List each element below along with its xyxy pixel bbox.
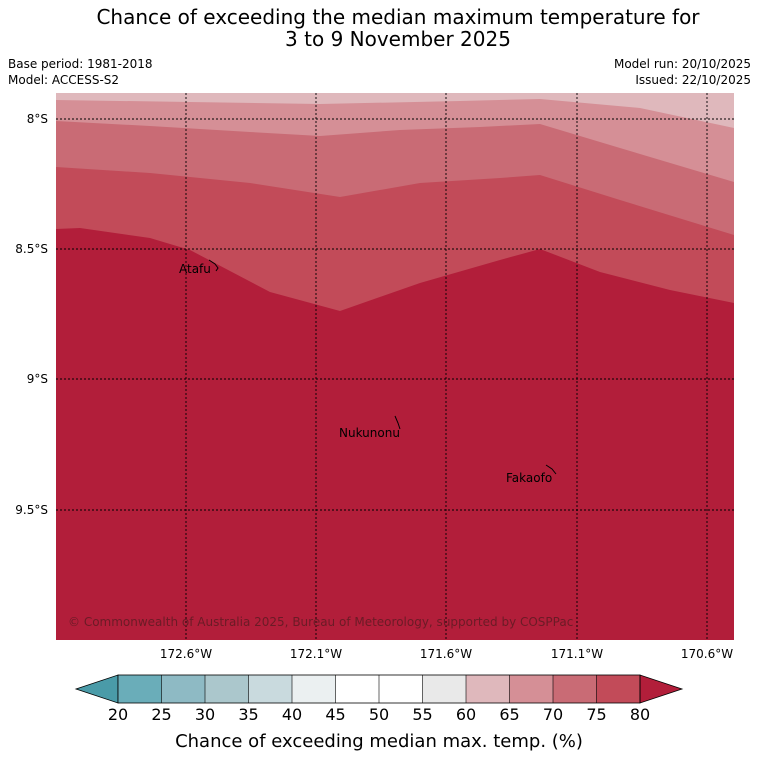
lon-label-170-6: 170.6°W bbox=[681, 647, 733, 661]
place-nukunonu: Nukunonu bbox=[339, 426, 400, 440]
nukunonu-outline bbox=[394, 415, 401, 430]
colorbar-high-extension bbox=[639, 674, 684, 704]
colorbar-bin-20-25 bbox=[118, 675, 162, 703]
band-80-plus bbox=[56, 228, 734, 640]
colorbar-bin-55-60 bbox=[422, 675, 466, 703]
cb-tick-70: 70 bbox=[543, 705, 563, 724]
lat-label-9-5: 9.5°S bbox=[15, 503, 48, 517]
lon-label-171-6: 171.6°W bbox=[420, 647, 472, 661]
cb-tick-55: 55 bbox=[412, 705, 432, 724]
colorbar-bin-35-40 bbox=[248, 675, 292, 703]
cb-tick-50: 50 bbox=[369, 705, 389, 724]
lon-label-172-6: 172.6°W bbox=[160, 647, 212, 661]
copyright-notice: © Commonwealth of Australia 2025, Bureau… bbox=[68, 615, 573, 629]
probability-bands[interactable] bbox=[56, 93, 734, 640]
colorbar-ticks: 20 25 30 35 40 45 50 55 60 65 70 75 80 bbox=[108, 705, 650, 724]
colorbar-bin-25-30 bbox=[161, 675, 205, 703]
cb-tick-40: 40 bbox=[282, 705, 302, 724]
cb-tick-80: 80 bbox=[630, 705, 650, 724]
cb-tick-45: 45 bbox=[325, 705, 345, 724]
colorbar-bin-40-45 bbox=[292, 675, 336, 703]
cb-tick-75: 75 bbox=[586, 705, 606, 724]
atoll-outlines bbox=[208, 259, 557, 475]
cb-tick-60: 60 bbox=[456, 705, 476, 724]
graticule bbox=[56, 93, 734, 640]
lat-label-8: 8°S bbox=[27, 112, 48, 126]
meta-left: Base period: 1981-2018 Model: ACCESS-S2 bbox=[8, 56, 153, 88]
meta-right: Model run: 20/10/2025 Issued: 22/10/2025 bbox=[614, 56, 751, 88]
colorbar-bin-65-70 bbox=[509, 675, 553, 703]
colorbar-bin-70-75 bbox=[553, 675, 597, 703]
model-name: Model: ACCESS-S2 bbox=[8, 73, 120, 87]
lon-label-172-1: 172.1°W bbox=[290, 647, 342, 661]
cb-tick-20: 20 bbox=[108, 705, 128, 724]
latitude-labels: 8°S 8.5°S 9°S 9.5°S bbox=[15, 112, 48, 517]
place-labels: Atafu Nukunonu Fakaofo bbox=[179, 262, 552, 485]
model-run: Model run: 20/10/2025 bbox=[613, 57, 751, 71]
colorbar-bin-45-50 bbox=[335, 675, 379, 703]
cb-tick-65: 65 bbox=[499, 705, 519, 724]
base-period: Base period: 1981-2018 bbox=[8, 57, 153, 71]
cb-tick-25: 25 bbox=[151, 705, 171, 724]
atafu-outline bbox=[208, 259, 219, 272]
longitude-labels: 172.6°W 172.1°W 171.6°W 171.1°W 170.6°W bbox=[160, 647, 733, 661]
lat-label-8-5: 8.5°S bbox=[15, 242, 48, 256]
colorbar: 20 25 30 35 40 45 50 55 60 65 70 75 80 C… bbox=[74, 674, 684, 752]
place-atafu: Atafu bbox=[179, 262, 211, 276]
title-line-1: Chance of exceeding the median maximum t… bbox=[96, 5, 700, 29]
map-title: Chance of exceeding the median maximum t… bbox=[0, 6, 758, 50]
colorbar-label: Chance of exceeding median max. temp. (%… bbox=[175, 731, 583, 752]
cb-tick-35: 35 bbox=[238, 705, 258, 724]
issued-date: Issued: 22/10/2025 bbox=[635, 73, 751, 87]
place-fakaofo: Fakaofo bbox=[506, 471, 552, 485]
fakaofo-outline bbox=[545, 464, 557, 475]
lat-label-9: 9°S bbox=[27, 372, 48, 386]
lon-label-171-1: 171.1°W bbox=[551, 647, 603, 661]
colorbar-bin-30-35 bbox=[205, 675, 249, 703]
colorbar-low-extension bbox=[74, 674, 119, 704]
colorbar-bin-75-80 bbox=[596, 675, 640, 703]
colorbar-bin-50-55 bbox=[379, 675, 423, 703]
colorbar-bin-60-65 bbox=[466, 675, 510, 703]
title-line-2: 3 to 9 November 2025 bbox=[285, 27, 511, 51]
cb-tick-30: 30 bbox=[195, 705, 215, 724]
